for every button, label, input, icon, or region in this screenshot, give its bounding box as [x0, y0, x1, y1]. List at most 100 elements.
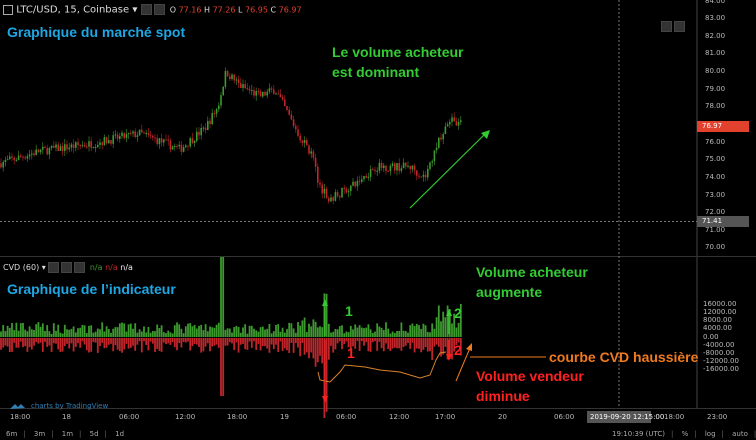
price-tick: 78.00: [705, 102, 726, 111]
symbol-dropdown-icon[interactable]: ▾: [132, 4, 138, 16]
sell-volume-bar: [345, 338, 348, 342]
buy-volume-bar: [158, 327, 161, 337]
candle-body: [169, 140, 172, 150]
candle-body: [306, 140, 308, 146]
pane-up-icon[interactable]: [661, 21, 672, 32]
sell-volume-bar: [46, 338, 49, 347]
range-3m[interactable]: 3m: [33, 430, 46, 438]
candle-body: [59, 146, 62, 151]
candle-body: [242, 84, 244, 88]
collapse-icon[interactable]: [3, 4, 13, 15]
buy-volume-bar: [4, 331, 7, 337]
buy-volume-bar: [268, 324, 271, 337]
price-tick: 83.00: [705, 14, 726, 23]
sell-volume-bar: [158, 338, 161, 351]
buy-volume-bar: [451, 323, 453, 337]
buy-volume-bar: [99, 329, 101, 337]
buy-volume-bar: [145, 332, 148, 337]
buy-volume-bar: [444, 317, 447, 337]
candle-body: [455, 121, 458, 126]
buy-volume-bar: [151, 330, 154, 337]
indicator-close-icon[interactable]: [74, 262, 86, 273]
buy-volume-bar: [116, 327, 119, 337]
cvd-tick: 12000.00: [703, 307, 737, 316]
sell-volume-bar: [52, 338, 55, 344]
sell-volume-bar: [171, 338, 174, 343]
candle-body: [374, 169, 376, 171]
percent-toggle[interactable]: %: [681, 430, 689, 438]
buy-volume-bar: [220, 257, 222, 337]
indicator-name[interactable]: CVD (60): [3, 263, 40, 272]
clock[interactable]: 19:10:39 (UTC): [612, 430, 666, 438]
sell-volume-bar: [349, 338, 352, 350]
cvd-tick: 8000.00: [703, 316, 732, 325]
sell-volume-bar: [160, 338, 163, 352]
buy-volume-bar: [160, 325, 163, 337]
last-price-label: 76.97: [702, 122, 723, 130]
indicator-gear-icon[interactable]: [61, 262, 73, 273]
buy-volume-bar: [426, 331, 429, 337]
indicator-settings-icon[interactable]: [48, 262, 60, 273]
buy-volume-bar: [323, 293, 326, 337]
range-1d[interactable]: 1d: [115, 430, 125, 438]
buy-volume-bar: [338, 326, 341, 337]
candle-body: [163, 139, 165, 143]
range-5d[interactable]: 5d: [89, 430, 99, 438]
candle-body: [143, 132, 145, 134]
buy-volume-bar: [352, 329, 354, 337]
sell-volume-bar: [453, 338, 456, 352]
buy-volume-bar: [409, 325, 412, 337]
tradingview-branding[interactable]: charts by TradingView: [31, 402, 109, 410]
buy-volume-bar: [369, 329, 372, 337]
sell-volume-bar: [55, 338, 57, 344]
candle-body: [290, 114, 293, 120]
sell-volume-bar: [378, 338, 381, 342]
crosshair-price-tag: [697, 216, 749, 227]
hide-icon[interactable]: [153, 4, 165, 15]
buy-volume-bar: [378, 326, 381, 337]
candle-body: [398, 163, 400, 171]
candle-body: [105, 137, 108, 144]
buy-volume-bar: [299, 325, 302, 337]
buy-volume-bar: [209, 326, 211, 337]
candle-body: [321, 184, 323, 194]
indicator-dropdown-icon[interactable]: ▾: [41, 263, 46, 272]
sell-volume-bar: [61, 338, 64, 352]
range-6m[interactable]: 6m: [6, 430, 18, 438]
sell-volume-bar: [321, 338, 324, 364]
candle-body: [88, 141, 90, 147]
sell-volume-bar: [198, 338, 200, 347]
candle-body: [284, 99, 286, 107]
tradingview-logo-icon[interactable]: [10, 404, 25, 409]
candle-body: [339, 196, 341, 198]
settings-icon[interactable]: [140, 4, 152, 15]
log-toggle[interactable]: log: [704, 430, 716, 438]
sell-volume-bar: [334, 338, 337, 350]
auto-toggle[interactable]: auto: [732, 430, 748, 438]
sell-volume-bar: [330, 338, 332, 346]
range-1m[interactable]: 1m: [61, 430, 74, 438]
sell-volume-bar: [237, 338, 240, 353]
pane-down-icon[interactable]: [674, 21, 685, 32]
sell-volume-bar: [92, 338, 95, 343]
cvd-bullish-label: courbe CVD haussière: [549, 349, 699, 365]
candle-body: [61, 146, 64, 152]
sell-volume-bar: [358, 338, 361, 351]
sell-volume-bar: [327, 338, 330, 360]
buy-volume-bar: [165, 333, 167, 337]
candle-body: [15, 160, 18, 162]
buy-volume-bar: [184, 326, 187, 337]
symbol-label[interactable]: LTC/USD, 15, Coinbase: [16, 4, 130, 16]
candle-body: [343, 187, 345, 189]
buy-volume-bar: [336, 329, 339, 337]
candle-body: [413, 165, 416, 171]
sell-volume-bar: [393, 338, 396, 348]
sell-volume-bar: [380, 338, 383, 349]
candle-body: [141, 129, 143, 133]
buy-volume-bar: [189, 323, 192, 337]
sell-volume-bar: [132, 338, 134, 346]
buy-volume-bar: [424, 325, 427, 337]
candle-body: [433, 150, 436, 162]
candle-body: [42, 146, 44, 150]
